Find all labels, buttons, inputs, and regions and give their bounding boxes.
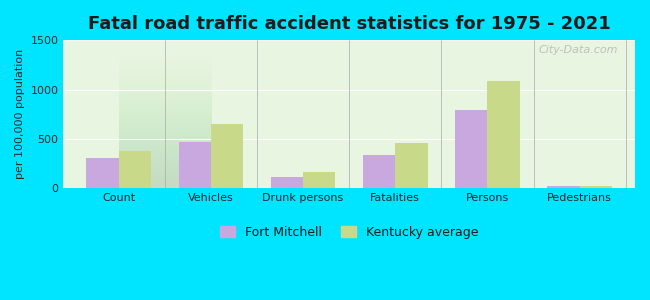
Text: City-Data.com: City-Data.com [538,45,618,55]
Bar [455,110,488,188]
Bar [547,187,580,188]
Y-axis label: per 100,000 population: per 100,000 population [15,49,25,179]
Bar [119,152,151,188]
Bar [580,186,612,188]
Bar [488,81,520,188]
Bar [211,124,243,188]
Bar [86,158,119,188]
Bar [303,172,335,188]
Bar [179,142,211,188]
Title: Fatal road traffic accident statistics for 1975 - 2021: Fatal road traffic accident statistics f… [88,15,610,33]
Bar [271,177,303,188]
Legend: Fort Mitchell, Kentucky average: Fort Mitchell, Kentucky average [220,226,478,238]
Bar [395,143,428,188]
Bar [363,155,395,188]
